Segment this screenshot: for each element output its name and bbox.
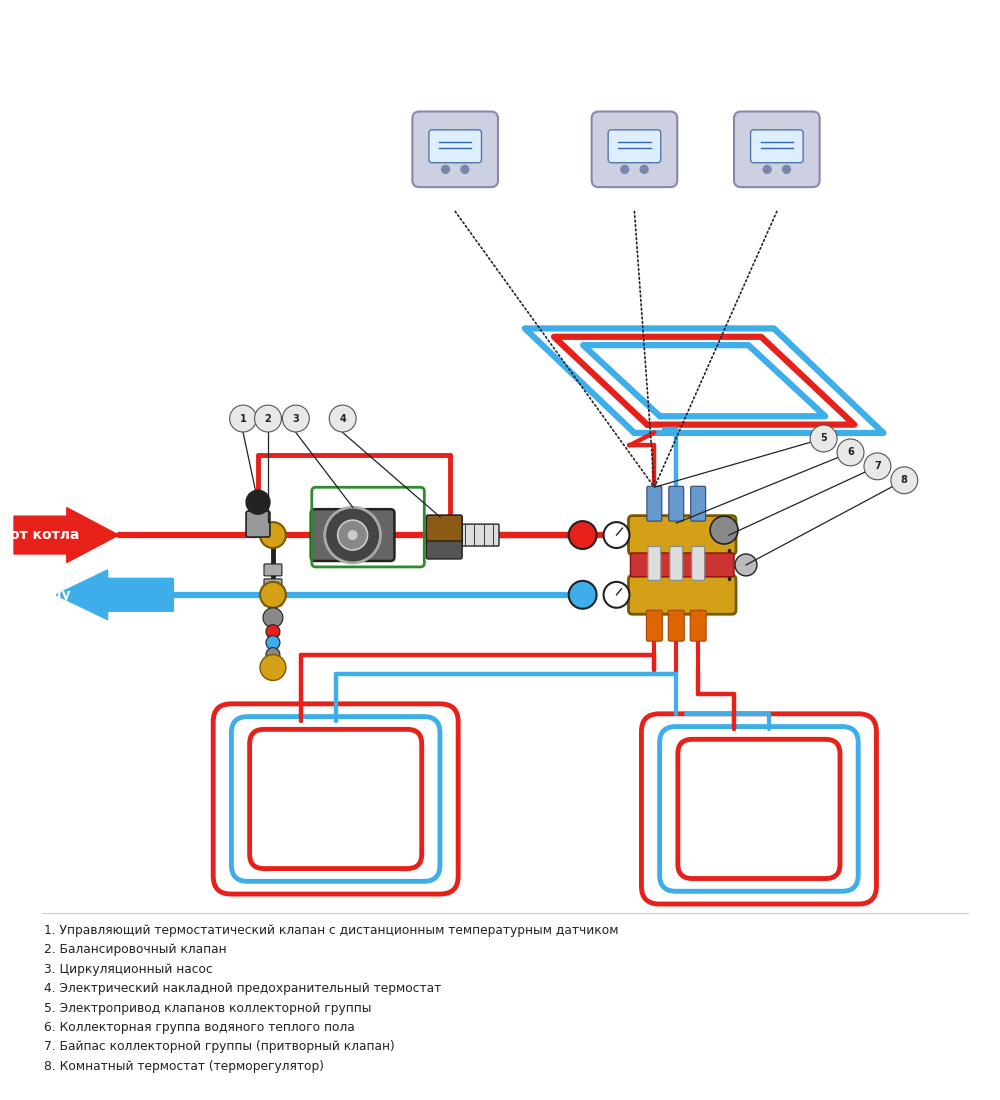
Circle shape xyxy=(639,165,649,174)
FancyBboxPatch shape xyxy=(690,610,706,641)
Circle shape xyxy=(763,165,772,174)
Circle shape xyxy=(329,405,356,432)
FancyBboxPatch shape xyxy=(459,524,499,546)
Circle shape xyxy=(460,165,470,174)
Circle shape xyxy=(864,453,891,480)
FancyBboxPatch shape xyxy=(692,547,705,581)
FancyBboxPatch shape xyxy=(670,547,683,581)
Circle shape xyxy=(338,520,368,550)
FancyBboxPatch shape xyxy=(691,486,706,521)
FancyBboxPatch shape xyxy=(246,512,270,537)
FancyBboxPatch shape xyxy=(426,541,462,559)
FancyBboxPatch shape xyxy=(426,515,462,544)
FancyBboxPatch shape xyxy=(264,564,282,576)
FancyBboxPatch shape xyxy=(648,547,661,581)
Text: 3: 3 xyxy=(292,414,299,424)
FancyBboxPatch shape xyxy=(751,130,803,163)
Circle shape xyxy=(891,466,918,494)
FancyBboxPatch shape xyxy=(264,594,282,606)
FancyArrow shape xyxy=(14,508,119,562)
FancyBboxPatch shape xyxy=(311,509,394,561)
Circle shape xyxy=(710,516,738,544)
FancyBboxPatch shape xyxy=(429,130,481,163)
FancyBboxPatch shape xyxy=(412,111,498,187)
Text: 5: 5 xyxy=(820,433,827,443)
Text: 2. Балансировочный клапан: 2. Балансировочный клапан xyxy=(44,944,227,956)
Circle shape xyxy=(266,625,280,639)
FancyBboxPatch shape xyxy=(734,111,820,187)
Text: 5. Электропривод клапанов коллекторной группы: 5. Электропривод клапанов коллекторной г… xyxy=(44,1002,371,1014)
Circle shape xyxy=(266,636,280,650)
Circle shape xyxy=(569,521,597,549)
FancyArrow shape xyxy=(56,570,173,619)
FancyBboxPatch shape xyxy=(646,610,662,641)
Circle shape xyxy=(735,554,757,576)
Text: 6. Коллекторная группа водяного теплого пола: 6. Коллекторная группа водяного теплого … xyxy=(44,1021,355,1034)
FancyBboxPatch shape xyxy=(628,516,736,554)
Circle shape xyxy=(604,522,629,548)
FancyBboxPatch shape xyxy=(630,553,734,576)
Text: 8. Комнатный термостат (терморегулятор): 8. Комнатный термостат (терморегулятор) xyxy=(44,1059,324,1072)
Text: 2: 2 xyxy=(265,414,271,424)
Circle shape xyxy=(246,491,270,514)
FancyBboxPatch shape xyxy=(668,610,684,641)
Text: 3. Циркуляционный насос: 3. Циркуляционный насос xyxy=(44,962,213,976)
Text: 7: 7 xyxy=(874,461,881,471)
Text: 7. Байпас коллекторной группы (притворный клапан): 7. Байпас коллекторной группы (притворны… xyxy=(44,1041,395,1054)
Text: от котла: от котла xyxy=(10,528,79,542)
Circle shape xyxy=(263,608,283,628)
Text: 4: 4 xyxy=(339,414,346,424)
Text: 4. Электрический накладной предохранительный термостат: 4. Электрический накладной предохранител… xyxy=(44,982,441,996)
Circle shape xyxy=(569,581,597,608)
Circle shape xyxy=(230,405,257,432)
Circle shape xyxy=(441,165,450,174)
Text: 1. Управляющий термостатический клапан с дистанционным температурным датчиком: 1. Управляющий термостатический клапан с… xyxy=(44,924,618,937)
Circle shape xyxy=(266,648,280,661)
FancyBboxPatch shape xyxy=(647,486,662,521)
Circle shape xyxy=(782,165,791,174)
Text: 6: 6 xyxy=(847,448,854,458)
Circle shape xyxy=(260,582,286,608)
FancyBboxPatch shape xyxy=(608,130,661,163)
Circle shape xyxy=(325,507,380,563)
Circle shape xyxy=(255,405,281,432)
Circle shape xyxy=(810,425,837,452)
FancyBboxPatch shape xyxy=(669,486,684,521)
Text: 1: 1 xyxy=(240,414,246,424)
Circle shape xyxy=(260,654,286,681)
FancyBboxPatch shape xyxy=(592,111,677,187)
Circle shape xyxy=(837,439,864,466)
Text: к котлу: к котлу xyxy=(10,587,71,602)
Circle shape xyxy=(260,522,286,548)
Circle shape xyxy=(604,582,629,608)
Text: 8: 8 xyxy=(901,475,908,485)
FancyBboxPatch shape xyxy=(264,579,282,591)
Circle shape xyxy=(282,405,309,432)
Circle shape xyxy=(348,530,358,540)
FancyBboxPatch shape xyxy=(628,575,736,614)
Circle shape xyxy=(620,165,629,174)
